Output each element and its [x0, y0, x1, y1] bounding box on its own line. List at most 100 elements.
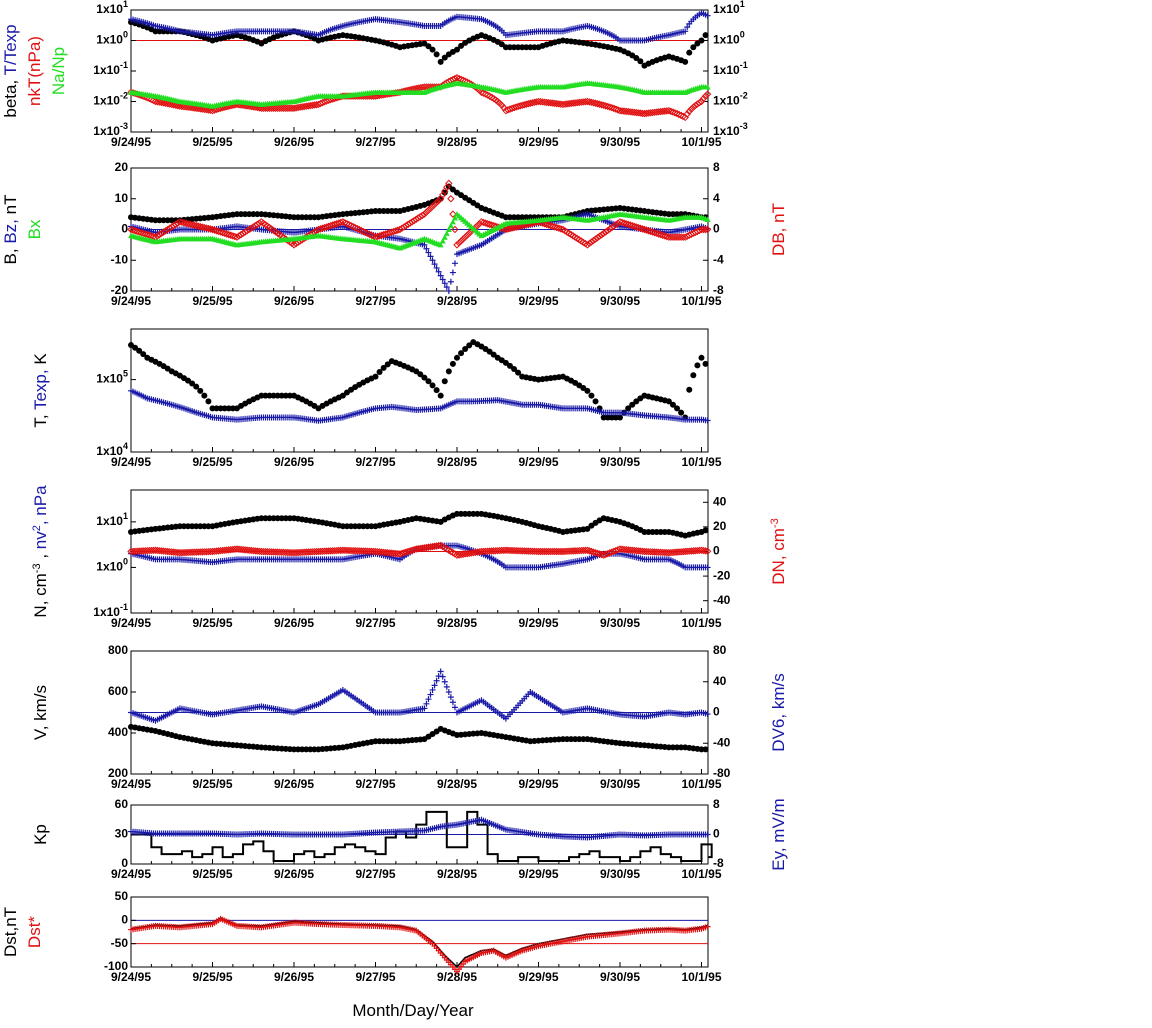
data-point: [575, 546, 583, 555]
y-tick-label: 400: [108, 725, 128, 739]
y-tick-label: 0: [121, 222, 128, 236]
data-point: [155, 98, 164, 106]
data-point: [449, 210, 457, 218]
data-point: [178, 218, 186, 227]
y-tick-label: 1x101: [96, 511, 128, 528]
data-point: [431, 682, 438, 689]
data-point: [284, 104, 292, 112]
data-point: [434, 196, 443, 205]
data-point: [432, 198, 441, 207]
data-point: [669, 401, 676, 408]
data-point: [339, 218, 347, 226]
data-point: [178, 548, 186, 557]
x-tick-label: 10/1/95: [681, 777, 721, 791]
data-point: [423, 700, 430, 707]
data-point: [427, 691, 434, 698]
y-tick-label: 10: [115, 191, 129, 205]
y-tick-label: 50: [115, 889, 129, 903]
x-tick-label: 9/24/95: [111, 135, 151, 149]
data-point: [458, 350, 465, 357]
data-point: [437, 668, 444, 675]
x-tick-label: 9/26/95: [274, 616, 314, 630]
data-point: [455, 239, 463, 247]
data-point: [518, 101, 526, 110]
data-point: [702, 360, 709, 367]
data-point: [589, 548, 598, 556]
data-point: [198, 223, 207, 231]
y-tick-label: -20: [111, 283, 129, 297]
data-point: [587, 547, 596, 556]
data-point: [511, 366, 518, 373]
data-point: [491, 547, 500, 555]
data-point: [628, 221, 636, 230]
x-tick-label: 9/29/95: [518, 777, 558, 791]
data-point: [271, 104, 280, 112]
data-point: [569, 547, 577, 555]
data-point: [140, 351, 147, 358]
x-tick-label: 9/29/95: [518, 455, 558, 469]
y2-tick-label: 1x10-1: [713, 60, 748, 77]
x-tick-label: 9/30/95: [600, 777, 640, 791]
data-point: [573, 547, 581, 555]
y-tick-label: 800: [108, 643, 128, 657]
data-point: [343, 546, 351, 555]
data-point: [633, 55, 640, 62]
data-point: [288, 548, 296, 557]
data-point: [502, 225, 510, 234]
data-point: [514, 547, 522, 555]
data-point: [637, 58, 644, 65]
data-point: [200, 223, 209, 232]
x-tick-label: 9/27/95: [355, 616, 395, 630]
data-point: [579, 546, 588, 555]
data-point: [284, 548, 292, 557]
x-tick-label: 9/28/95: [437, 294, 477, 308]
data-point: [359, 227, 367, 236]
x-tick-label: 9/24/95: [111, 970, 151, 984]
y2-tick-label: 8: [713, 160, 720, 174]
data-point: [542, 220, 551, 229]
data-point: [424, 206, 433, 214]
data-point: [540, 220, 549, 228]
data-point: [345, 546, 353, 555]
data-point: [679, 233, 687, 241]
data-point: [659, 548, 667, 557]
data-point: [451, 214, 458, 221]
y2-tick-label: 0: [713, 544, 720, 558]
data-point: [487, 547, 496, 555]
data-point: [703, 90, 712, 98]
data-point: [437, 272, 444, 279]
data-point: [347, 221, 355, 230]
data-point: [343, 220, 351, 228]
y2-tick-label: 40: [713, 674, 727, 688]
data-point: [597, 101, 606, 109]
x-tick-label: 9/25/95: [192, 777, 232, 791]
data-point: [355, 547, 363, 555]
data-point: [636, 224, 645, 232]
data-point: [208, 225, 217, 234]
data-point: [180, 548, 188, 557]
y2-tick-label: -80: [713, 766, 731, 780]
data-point: [620, 219, 628, 227]
data-point: [298, 548, 306, 557]
data-point: [273, 548, 282, 556]
data-point: [654, 548, 663, 556]
data-point: [640, 225, 649, 234]
data-point: [702, 527, 709, 534]
data-point: [188, 220, 196, 229]
data-point: [604, 102, 612, 111]
y-axis-label: Kp: [31, 824, 50, 845]
panel-T: 1x104 1x105 9/24/95 9/25/95 9/26/95 9/27/95 9/…: [31, 328, 722, 469]
data-point: [437, 392, 444, 399]
x-tick-label: 9/29/95: [518, 294, 558, 308]
data-point: [441, 280, 448, 287]
data-point: [174, 102, 182, 110]
data-point: [269, 104, 278, 112]
data-point: [506, 546, 514, 555]
data-point: [349, 222, 357, 231]
x-tick-label: 10/1/95: [681, 135, 721, 149]
data-point: [673, 233, 681, 241]
data-point: [510, 223, 518, 232]
x-tick-label: 9/30/95: [600, 867, 640, 881]
data-point: [557, 225, 565, 233]
